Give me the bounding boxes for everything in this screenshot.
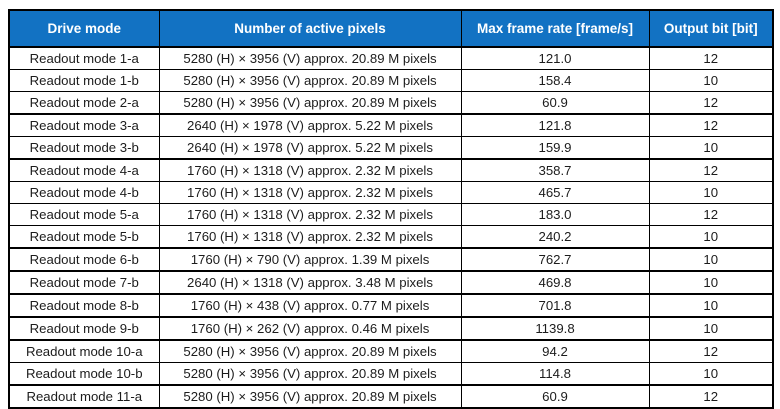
cell-pixels: 5280 (H) × 3956 (V) approx. 20.89 M pixe… bbox=[158, 69, 462, 92]
cell-bits: 12 bbox=[648, 46, 774, 70]
cell-bits: 10 bbox=[648, 270, 774, 295]
cell-rate: 121.8 bbox=[460, 113, 650, 137]
table-row: Readout mode 9-b 1760 (H) × 262 (V) appro… bbox=[8, 316, 774, 341]
cell-pixels: 5280 (H) × 3956 (V) approx. 20.89 M pixe… bbox=[158, 91, 462, 115]
cell-mode: Readout mode 2-a bbox=[8, 91, 160, 115]
cell-bits: 12 bbox=[648, 91, 774, 115]
table-row: Readout mode 6-b 1760 (H) × 790 (V) appro… bbox=[8, 247, 774, 272]
cell-pixels: 1760 (H) × 1318 (V) approx. 2.32 M pixel… bbox=[158, 158, 462, 182]
cell-bits: 10 bbox=[648, 293, 774, 318]
cell-rate: 60.9 bbox=[460, 91, 650, 115]
table-row: Readout mode 5-a 1760 (H) × 1318 (V) appr… bbox=[8, 203, 774, 226]
cell-mode: Readout mode 1-b bbox=[8, 69, 160, 92]
cell-mode: Readout mode 8-b bbox=[8, 293, 160, 318]
column-header-output-bit: Output bit [bit] bbox=[648, 9, 774, 48]
column-header-drive-mode: Drive mode bbox=[8, 9, 160, 48]
cell-mode: Readout mode 3-b bbox=[8, 136, 160, 160]
cell-bits: 10 bbox=[648, 362, 774, 386]
cell-pixels: 2640 (H) × 1978 (V) approx. 5.22 M pixel… bbox=[158, 113, 462, 137]
cell-mode: Readout mode 5-b bbox=[8, 225, 160, 249]
cell-rate: 701.8 bbox=[460, 293, 650, 318]
cell-mode: Readout mode 7-b bbox=[8, 270, 160, 295]
cell-rate: 240.2 bbox=[460, 225, 650, 249]
cell-rate: 159.9 bbox=[460, 136, 650, 160]
column-header-max-frame-rate: Max frame rate [frame/s] bbox=[460, 9, 650, 48]
table-row: Readout mode 8-b 1760 (H) × 438 (V) appro… bbox=[8, 293, 774, 318]
cell-mode: Readout mode 1-a bbox=[8, 46, 160, 70]
cell-bits: 10 bbox=[648, 316, 774, 341]
table-row: Readout mode 3-a 2640 (H) × 1978 (V) appr… bbox=[8, 113, 774, 137]
cell-pixels: 2640 (H) × 1978 (V) approx. 5.22 M pixel… bbox=[158, 136, 462, 160]
cell-bits: 12 bbox=[648, 113, 774, 137]
table-row: Readout mode 3-b 2640 (H) × 1978 (V) appr… bbox=[8, 136, 774, 160]
cell-mode: Readout mode 3-a bbox=[8, 113, 160, 137]
header-row: Drive mode Number of active pixels Max f… bbox=[8, 9, 774, 48]
cell-bits: 12 bbox=[648, 203, 774, 226]
cell-bits: 10 bbox=[648, 181, 774, 204]
cell-pixels: 1760 (H) × 790 (V) approx. 1.39 M pixels bbox=[158, 247, 462, 272]
table-row: Readout mode 2-a 5280 (H) × 3956 (V) appr… bbox=[8, 91, 774, 115]
table-row: Readout mode 4-a 1760 (H) × 1318 (V) appr… bbox=[8, 158, 774, 182]
cell-rate: 358.7 bbox=[460, 158, 650, 182]
cell-rate: 465.7 bbox=[460, 181, 650, 204]
cell-mode: Readout mode 6-b bbox=[8, 247, 160, 272]
cell-pixels: 5280 (H) × 3956 (V) approx. 20.89 M pixe… bbox=[158, 339, 462, 363]
table-row: Readout mode 10-a 5280 (H) × 3956 (V) app… bbox=[8, 339, 774, 363]
table-body: Readout mode 1-a 5280 (H) × 3956 (V) appr… bbox=[8, 46, 774, 409]
cell-bits: 12 bbox=[648, 158, 774, 182]
cell-rate: 1139.8 bbox=[460, 316, 650, 341]
cell-rate: 158.4 bbox=[460, 69, 650, 92]
readout-modes-table-container: Drive mode Number of active pixels Max f… bbox=[8, 9, 774, 409]
cell-bits: 10 bbox=[648, 69, 774, 92]
cell-mode: Readout mode 10-a bbox=[8, 339, 160, 363]
cell-pixels: 1760 (H) × 1318 (V) approx. 2.32 M pixel… bbox=[158, 203, 462, 226]
cell-rate: 94.2 bbox=[460, 339, 650, 363]
cell-bits: 10 bbox=[648, 136, 774, 160]
cell-mode: Readout mode 10-b bbox=[8, 362, 160, 386]
cell-pixels: 1760 (H) × 438 (V) approx. 0.77 M pixels bbox=[158, 293, 462, 318]
cell-pixels: 1760 (H) × 1318 (V) approx. 2.32 M pixel… bbox=[158, 225, 462, 249]
cell-rate: 469.8 bbox=[460, 270, 650, 295]
cell-pixels: 2640 (H) × 1318 (V) approx. 3.48 M pixel… bbox=[158, 270, 462, 295]
cell-bits: 10 bbox=[648, 225, 774, 249]
cell-rate: 183.0 bbox=[460, 203, 650, 226]
cell-mode: Readout mode 4-a bbox=[8, 158, 160, 182]
table-row: Readout mode 10-b 5280 (H) × 3956 (V) app… bbox=[8, 362, 774, 386]
cell-rate: 762.7 bbox=[460, 247, 650, 272]
cell-mode: Readout mode 5-a bbox=[8, 203, 160, 226]
cell-pixels: 5280 (H) × 3956 (V) approx. 20.89 M pixe… bbox=[158, 46, 462, 70]
table-row: Readout mode 1-b 5280 (H) × 3956 (V) appr… bbox=[8, 69, 774, 92]
column-header-active-pixels: Number of active pixels bbox=[158, 9, 462, 48]
cell-mode: Readout mode 4-b bbox=[8, 181, 160, 204]
table-row: Readout mode 4-b 1760 (H) × 1318 (V) appr… bbox=[8, 181, 774, 204]
cell-bits: 12 bbox=[648, 339, 774, 363]
cell-bits: 10 bbox=[648, 247, 774, 272]
cell-pixels: 1760 (H) × 262 (V) approx. 0.46 M pixels bbox=[158, 316, 462, 341]
table-row: Readout mode 1-a 5280 (H) × 3956 (V) appr… bbox=[8, 46, 774, 70]
cell-pixels: 1760 (H) × 1318 (V) approx. 2.32 M pixel… bbox=[158, 181, 462, 204]
cell-mode: Readout mode 9-b bbox=[8, 316, 160, 341]
readout-modes-table: Drive mode Number of active pixels Max f… bbox=[8, 9, 774, 409]
table-row: Readout mode 7-b 2640 (H) × 1318 (V) appr… bbox=[8, 270, 774, 295]
table-row: Readout mode 5-b 1760 (H) × 1318 (V) appr… bbox=[8, 225, 774, 249]
cell-rate: 121.0 bbox=[460, 46, 650, 70]
cell-rate: 114.8 bbox=[460, 362, 650, 386]
cell-pixels: 5280 (H) × 3956 (V) approx. 20.89 M pixe… bbox=[158, 362, 462, 386]
